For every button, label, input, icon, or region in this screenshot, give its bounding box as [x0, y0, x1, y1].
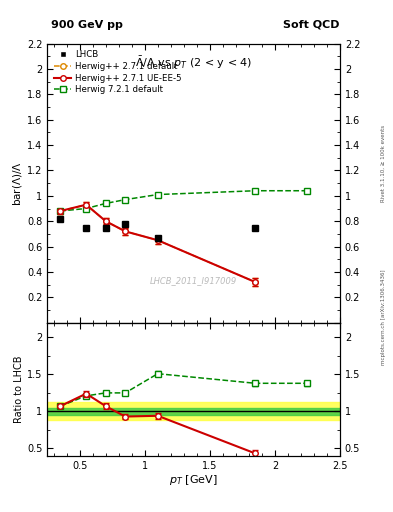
Text: Rivet 3.1.10, ≥ 100k events: Rivet 3.1.10, ≥ 100k events	[381, 125, 386, 202]
Y-axis label: bar($\Lambda$)/$\Lambda$: bar($\Lambda$)/$\Lambda$	[11, 161, 24, 206]
Y-axis label: Ratio to LHCB: Ratio to LHCB	[14, 355, 24, 423]
Text: Soft QCD: Soft QCD	[283, 19, 340, 30]
Text: mcplots.cern.ch [arXiv:1306.3436]: mcplots.cern.ch [arXiv:1306.3436]	[381, 270, 386, 365]
X-axis label: $p_T$ [GeV]: $p_T$ [GeV]	[169, 473, 218, 487]
Text: $\bar{\Lambda}/\Lambda$ vs $p_T$ (2 < y < 4): $\bar{\Lambda}/\Lambda$ vs $p_T$ (2 < y …	[135, 55, 252, 71]
Bar	[47, 402, 340, 420]
Legend: LHCB, Herwig++ 2.7.1 default, Herwig++ 2.7.1 UE-EE-5, Herwig 7.2.1 default: LHCB, Herwig++ 2.7.1 default, Herwig++ 2…	[51, 48, 184, 97]
Bar	[47, 408, 340, 415]
Text: 900 GeV pp: 900 GeV pp	[51, 19, 123, 30]
Text: LHCB_2011_I917009: LHCB_2011_I917009	[150, 276, 237, 285]
